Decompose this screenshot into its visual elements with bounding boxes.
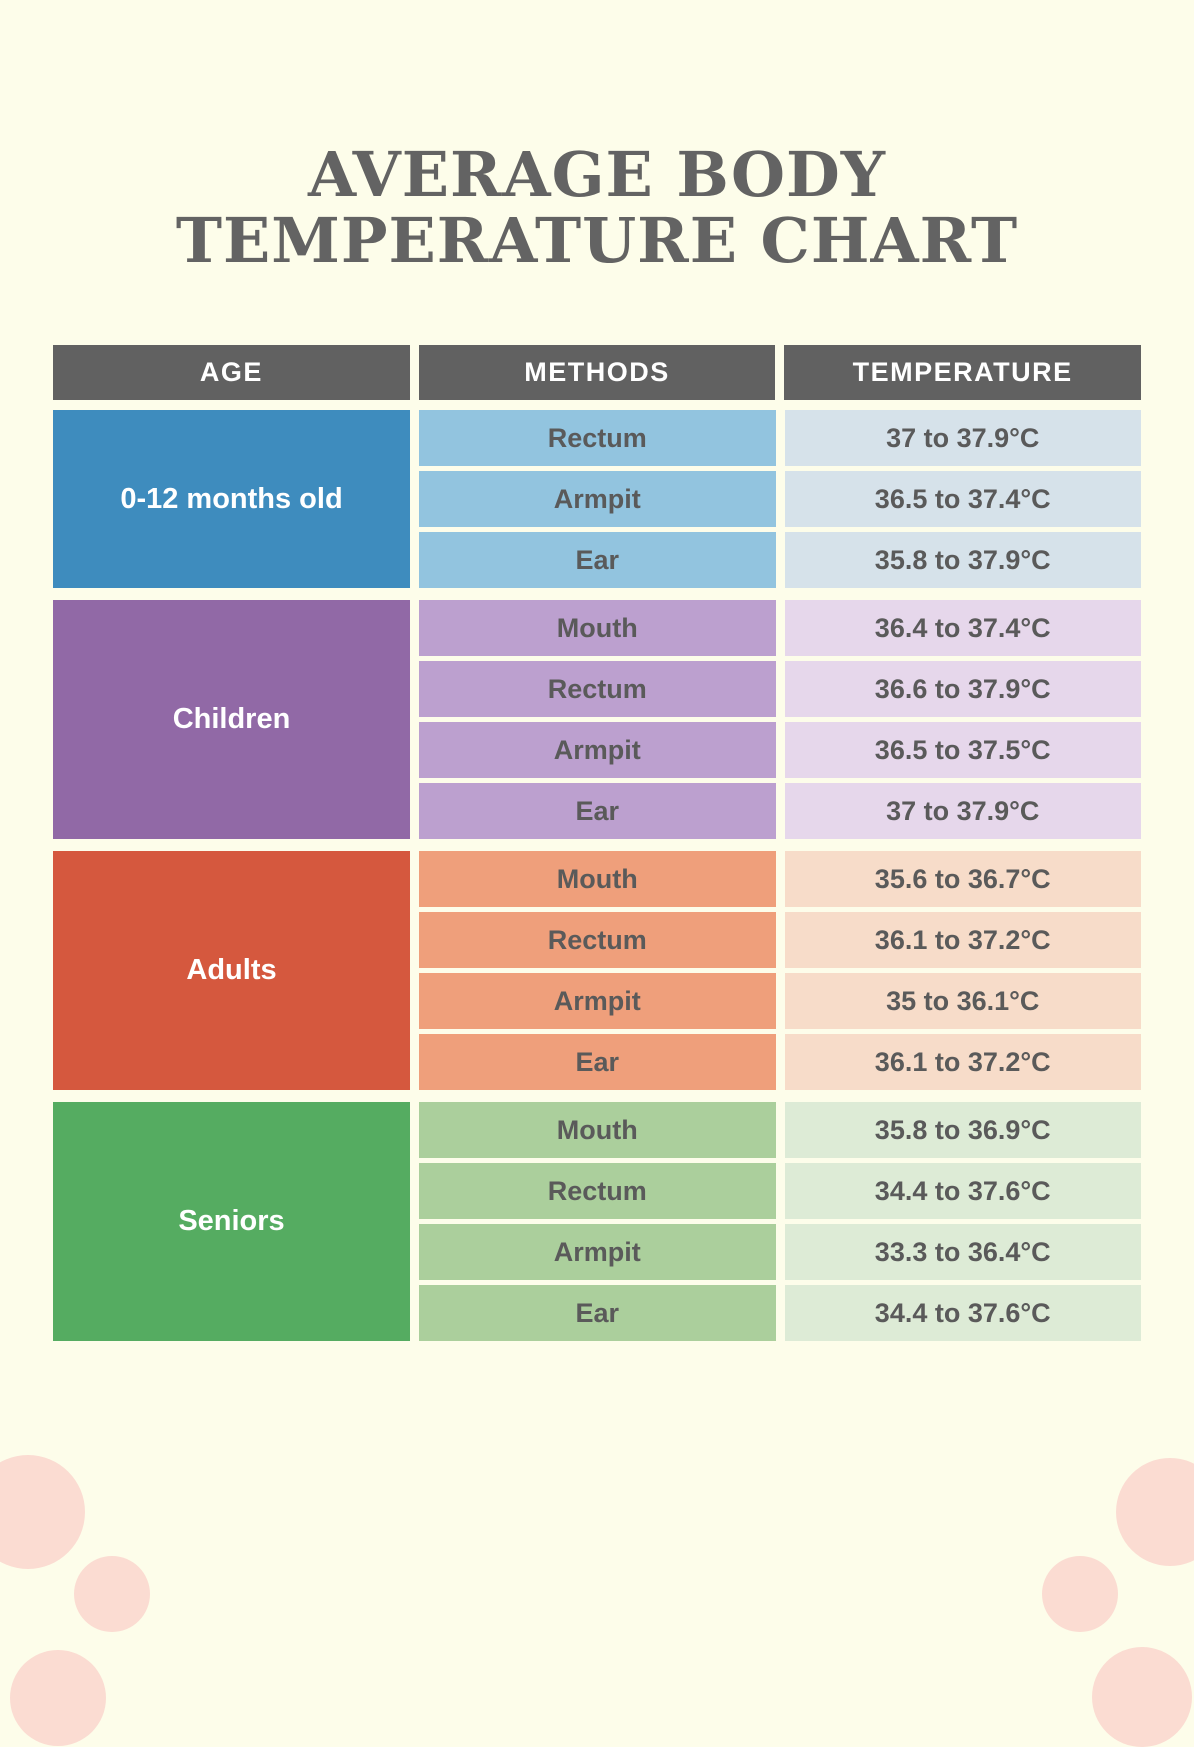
page-title-line1: AVERAGE BODY	[308, 137, 886, 211]
temperature-cell: 35 to 36.1°C	[784, 973, 1141, 1029]
temperature-cell: 34.4 to 37.6°C	[784, 1163, 1141, 1219]
group-rows: Mouth 35.6 to 36.7°C Rectum 36.1 to 37.2…	[419, 851, 1141, 1090]
decorative-circle	[1092, 1647, 1192, 1747]
temperature-cell: 36.6 to 37.9°C	[784, 661, 1141, 717]
temperature-cell: 37 to 37.9°C	[784, 410, 1141, 466]
column-header-age: AGE	[53, 345, 410, 400]
method-cell: Mouth	[419, 600, 776, 656]
decorative-circle	[1042, 1556, 1118, 1632]
temperature-cell: 34.4 to 37.6°C	[784, 1285, 1141, 1341]
group-rows: Rectum 37 to 37.9°C Armpit 36.5 to 37.4°…	[419, 410, 1141, 588]
method-cell: Ear	[419, 1034, 776, 1090]
table-row: Mouth 35.8 to 36.9°C	[419, 1102, 1141, 1158]
method-cell: Rectum	[419, 1163, 776, 1219]
page-title-line2: TEMPERATURE CHART	[175, 203, 1019, 277]
age-group-infants: 0-12 months old Rectum 37 to 37.9°C Armp…	[53, 410, 1141, 588]
method-cell: Rectum	[419, 410, 776, 466]
method-cell: Ear	[419, 532, 776, 588]
temperature-cell: 35.8 to 36.9°C	[784, 1102, 1141, 1158]
temperature-cell: 33.3 to 36.4°C	[784, 1224, 1141, 1280]
table-row: Mouth 36.4 to 37.4°C	[419, 600, 1141, 656]
method-cell: Rectum	[419, 912, 776, 968]
table-row: Rectum 36.6 to 37.9°C	[419, 661, 1141, 717]
decorative-circle	[1116, 1458, 1194, 1566]
page-title: AVERAGE BODY TEMPERATURE CHART	[0, 141, 1194, 277]
decorative-circle	[0, 1455, 85, 1569]
temperature-cell: 36.4 to 37.4°C	[784, 600, 1141, 656]
column-header-methods: METHODS	[418, 345, 776, 400]
decorative-circle	[10, 1650, 106, 1746]
table-row: Ear 37 to 37.9°C	[419, 783, 1141, 839]
table-row: Ear 35.8 to 37.9°C	[419, 532, 1141, 588]
table-row: Rectum 37 to 37.9°C	[419, 410, 1141, 466]
table-row: Armpit 36.5 to 37.5°C	[419, 722, 1141, 778]
method-cell: Armpit	[419, 1224, 776, 1280]
table-row: Rectum 36.1 to 37.2°C	[419, 912, 1141, 968]
age-cell-adults: Adults	[53, 851, 410, 1090]
age-cell-children: Children	[53, 600, 410, 839]
age-cell-infants: 0-12 months old	[53, 410, 410, 588]
group-rows: Mouth 35.8 to 36.9°C Rectum 34.4 to 37.6…	[419, 1102, 1141, 1341]
method-cell: Mouth	[419, 1102, 776, 1158]
table-row: Armpit 35 to 36.1°C	[419, 973, 1141, 1029]
age-cell-seniors: Seniors	[53, 1102, 410, 1341]
method-cell: Armpit	[419, 722, 776, 778]
temperature-cell: 35.6 to 36.7°C	[784, 851, 1141, 907]
temperature-table: AGE METHODS TEMPERATURE 0-12 months old …	[53, 345, 1142, 1353]
table-row: Rectum 34.4 to 37.6°C	[419, 1163, 1141, 1219]
table-row: Armpit 33.3 to 36.4°C	[419, 1224, 1141, 1280]
method-cell: Armpit	[419, 973, 776, 1029]
column-header-temperature: TEMPERATURE	[784, 345, 1142, 400]
table-row: Ear 36.1 to 37.2°C	[419, 1034, 1141, 1090]
age-group-adults: Adults Mouth 35.6 to 36.7°C Rectum 36.1 …	[53, 851, 1141, 1090]
group-rows: Mouth 36.4 to 37.4°C Rectum 36.6 to 37.9…	[419, 600, 1141, 839]
table-header-row: AGE METHODS TEMPERATURE	[53, 345, 1142, 400]
temperature-cell: 36.5 to 37.4°C	[784, 471, 1141, 527]
table-row: Ear 34.4 to 37.6°C	[419, 1285, 1141, 1341]
table-row: Mouth 35.6 to 36.7°C	[419, 851, 1141, 907]
method-cell: Rectum	[419, 661, 776, 717]
age-group-children: Children Mouth 36.4 to 37.4°C Rectum 36.…	[53, 600, 1141, 839]
method-cell: Armpit	[419, 471, 776, 527]
decorative-circle	[74, 1556, 150, 1632]
temperature-cell: 36.1 to 37.2°C	[784, 1034, 1141, 1090]
temperature-cell: 35.8 to 37.9°C	[784, 532, 1141, 588]
age-group-seniors: Seniors Mouth 35.8 to 36.9°C Rectum 34.4…	[53, 1102, 1141, 1341]
method-cell: Mouth	[419, 851, 776, 907]
temperature-cell: 36.1 to 37.2°C	[784, 912, 1141, 968]
temperature-cell: 36.5 to 37.5°C	[784, 722, 1141, 778]
method-cell: Ear	[419, 1285, 776, 1341]
method-cell: Ear	[419, 783, 776, 839]
temperature-cell: 37 to 37.9°C	[784, 783, 1141, 839]
table-row: Armpit 36.5 to 37.4°C	[419, 471, 1141, 527]
